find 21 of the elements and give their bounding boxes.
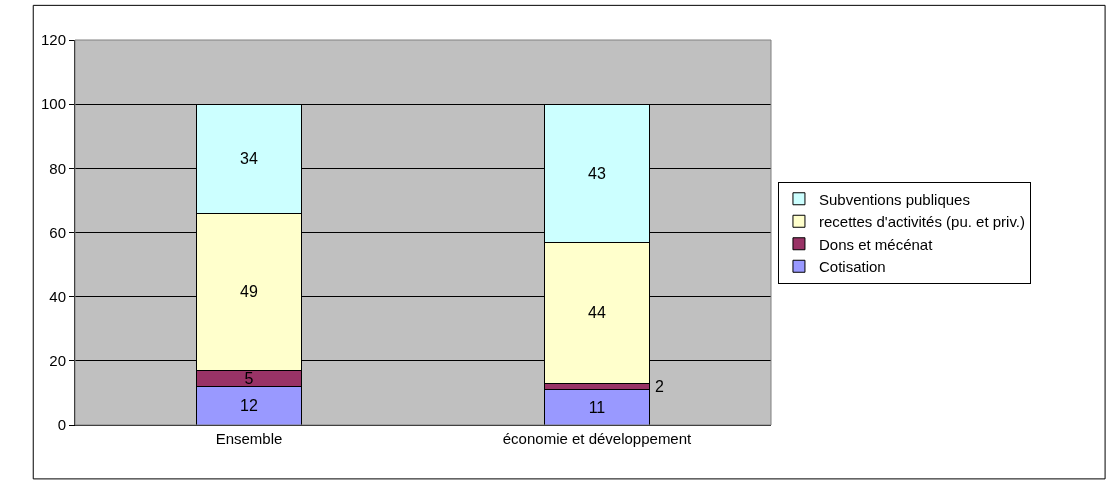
y-tick-label: 40 — [49, 287, 66, 305]
data-label: 12 — [240, 397, 258, 415]
data-label: 44 — [588, 304, 606, 322]
data-label: 43 — [588, 164, 606, 182]
x-tick-label: Ensemble — [215, 430, 283, 447]
y-tick-label: 100 — [40, 95, 66, 113]
y-tick-label: 60 — [49, 223, 66, 241]
data-label: 5 — [244, 369, 254, 387]
legend-label: Subventions publiques — [818, 190, 970, 208]
data-label: 2 — [655, 378, 664, 395]
legend-label: Cotisation — [818, 258, 886, 276]
y-tick-label: 120 — [40, 31, 66, 49]
y-tick-label: 80 — [49, 159, 66, 177]
legend-label: Dons et mécénat — [818, 235, 934, 253]
data-label: 34 — [240, 150, 258, 168]
data-label: 11 — [588, 398, 606, 416]
legend-label: recettes d'activités (pu. et priv.) — [818, 213, 1025, 231]
data-label: 49 — [240, 283, 258, 301]
x-tick-label: économie et développement — [502, 430, 693, 447]
y-tick-label: 20 — [49, 352, 66, 370]
y-tick-label: 0 — [57, 416, 66, 434]
